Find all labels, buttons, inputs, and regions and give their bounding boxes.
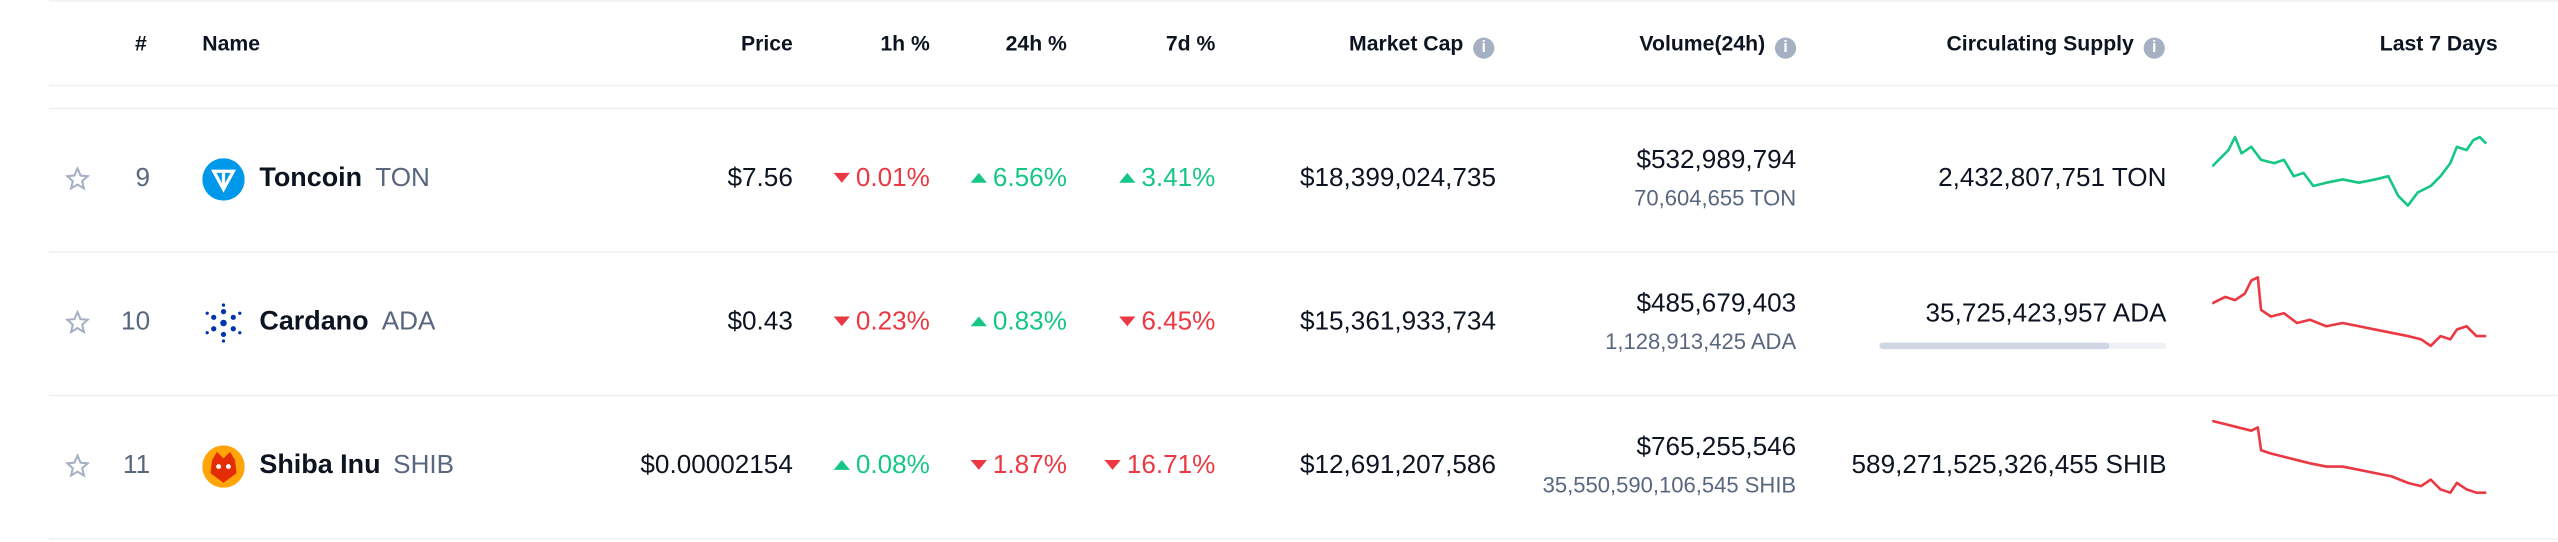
volume: $485,679,403: [1636, 290, 1797, 319]
coin-icon: [202, 302, 244, 351]
coin-symbol: ADA: [381, 308, 436, 337]
info-icon[interactable]: i: [1774, 37, 1797, 59]
row-divider: [48, 394, 2558, 397]
info-icon[interactable]: i: [1473, 37, 1495, 59]
volume: $765,255,546: [1636, 433, 1797, 462]
column-header[interactable]: Name: [202, 30, 261, 56]
favorite-star[interactable]: [64, 165, 91, 197]
volume-coin: 35,550,590,106,545 SHIB: [1542, 473, 1797, 498]
percent-change: 6.45%: [1118, 308, 1216, 337]
column-header[interactable]: Last 7 Days: [2379, 30, 2498, 56]
change-arrow: [1118, 172, 1135, 183]
change-value: 1.87%: [992, 451, 1067, 480]
column-header[interactable]: 1h %: [880, 30, 930, 56]
divider: [48, 0, 2558, 2]
rank: 9: [135, 164, 151, 193]
favorite-star[interactable]: [64, 452, 91, 485]
circulating-supply: 589,271,525,326,455 SHIB: [1851, 451, 2167, 480]
change-value: 16.71%: [1126, 451, 1216, 480]
change-arrow: [970, 172, 987, 183]
change-value: 6.45%: [1141, 308, 1216, 337]
change-arrow: [970, 460, 987, 470]
coin-icon: [202, 445, 245, 494]
column-header[interactable]: Volume(24h) i: [1639, 30, 1797, 59]
change-value: 3.41%: [1141, 164, 1216, 193]
percent-change: 0.01%: [833, 166, 930, 192]
change-arrow: [833, 172, 850, 183]
price: $0.43: [727, 308, 793, 337]
info-icon[interactable]: i: [2143, 37, 2165, 59]
header-text: Volume(24h): [1639, 30, 1766, 56]
coin-name[interactable]: Cardano: [259, 306, 369, 337]
percent-change: 6.56%: [970, 166, 1067, 192]
coin-name[interactable]: Shiba Inu: [259, 450, 381, 480]
change-value: 0.01%: [855, 164, 930, 193]
column-header[interactable]: Circulating Supply i: [1946, 30, 2165, 59]
column-header[interactable]: Price: [740, 30, 793, 56]
change-value: 0.08%: [855, 451, 930, 480]
percent-change: 0.83%: [970, 308, 1067, 337]
column-header[interactable]: 24h %: [1005, 30, 1067, 56]
change-arrow: [833, 316, 850, 327]
change-arrow: [970, 316, 987, 327]
column-header[interactable]: Market Cap i: [1349, 30, 1495, 59]
coin-name[interactable]: Toncoin: [259, 163, 363, 193]
market-cap: $15,361,933,734: [1300, 308, 1496, 337]
coin-symbol: TON: [375, 164, 430, 193]
change-arrow: [1118, 316, 1135, 327]
header-text: Market Cap: [1349, 30, 1464, 56]
volume-coin: 70,604,655 TON: [1634, 185, 1797, 211]
column-header[interactable]: #: [135, 30, 147, 56]
supply-bar: [1879, 342, 2167, 350]
volume: $532,989,794: [1636, 146, 1797, 175]
sparkline: [2211, 131, 2489, 222]
sparkline: [2211, 274, 2489, 365]
header-text: Circulating Supply: [1946, 30, 2134, 56]
change-value: 0.23%: [855, 308, 930, 337]
supply-bar-fill: [1879, 342, 2110, 350]
percent-change: 0.08%: [833, 451, 930, 480]
divider: [48, 107, 2558, 110]
circulating-supply: 2,432,807,751 TON: [1938, 164, 2167, 193]
price: $7.56: [727, 164, 793, 193]
market-cap: $18,399,024,735: [1300, 164, 1496, 193]
change-value: 6.56%: [992, 164, 1067, 193]
row-divider: [48, 538, 2558, 540]
change-arrow: [833, 460, 850, 470]
divider: [48, 84, 2558, 87]
favorite-star[interactable]: [64, 309, 91, 341]
column-header[interactable]: 7d %: [1165, 30, 1216, 56]
percent-change: 16.71%: [1104, 451, 1216, 480]
coin-icon: [202, 158, 245, 207]
price: $0.00002154: [640, 451, 793, 480]
change-value: 0.83%: [992, 308, 1067, 337]
change-arrow: [1104, 460, 1121, 470]
rank: 11: [122, 451, 151, 480]
sparkline: [2211, 418, 2489, 509]
rank: 10: [121, 308, 151, 337]
percent-change: 0.23%: [833, 308, 930, 337]
percent-change: 3.41%: [1118, 164, 1216, 193]
row-divider: [48, 251, 2558, 253]
volume-coin: 1,128,913,425 ADA: [1605, 329, 1797, 355]
circulating-supply: 35,725,423,957 ADA: [1925, 300, 2167, 328]
market-cap: $12,691,207,586: [1300, 451, 1496, 480]
coin-symbol: SHIB: [393, 451, 455, 480]
percent-change: 1.87%: [970, 451, 1067, 480]
